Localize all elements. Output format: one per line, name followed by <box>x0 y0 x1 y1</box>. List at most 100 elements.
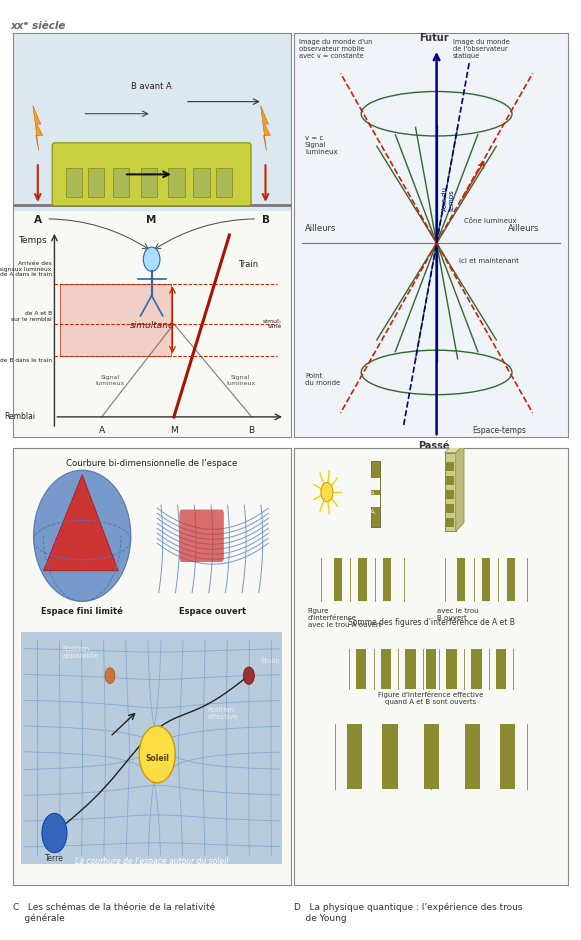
Bar <box>141 168 157 196</box>
FancyBboxPatch shape <box>180 509 224 562</box>
Bar <box>446 477 454 485</box>
Text: M: M <box>170 426 178 435</box>
Text: Temps: Temps <box>19 236 47 245</box>
Bar <box>446 650 457 689</box>
Bar <box>382 724 397 790</box>
Text: B: B <box>261 215 270 225</box>
Text: Ailleurs: Ailleurs <box>508 224 539 233</box>
Bar <box>347 724 362 790</box>
Text: Terre: Terre <box>45 854 64 864</box>
Text: Futur: Futur <box>419 33 449 43</box>
Circle shape <box>105 667 115 683</box>
Text: B avant A: B avant A <box>131 83 172 91</box>
Text: Point
du monde: Point du monde <box>305 372 340 385</box>
Polygon shape <box>456 444 464 531</box>
Text: Figure
d'interférence
avec le trou A ouvert: Figure d'interférence avec le trou A ouv… <box>308 608 381 628</box>
Text: B: B <box>249 426 254 435</box>
Text: Espace-temps: Espace-temps <box>472 426 526 435</box>
Text: A: A <box>370 509 375 515</box>
Text: Train: Train <box>238 260 258 270</box>
Text: B   Le continuum espace-temps: B Le continuum espace-temps <box>294 449 437 458</box>
Circle shape <box>139 726 175 783</box>
Ellipse shape <box>34 470 131 602</box>
Text: Remblai: Remblai <box>4 413 35 421</box>
Text: Cône lumineux: Cône lumineux <box>464 218 517 224</box>
Bar <box>446 491 454 499</box>
Bar <box>356 650 367 689</box>
Bar <box>371 478 381 490</box>
Text: Figure d'interférence effective
quand A et B sont ouverts: Figure d'interférence effective quand A … <box>378 691 484 705</box>
Bar <box>457 557 465 602</box>
Polygon shape <box>33 105 42 151</box>
Text: Position
apparente: Position apparente <box>63 646 99 659</box>
Bar <box>381 650 391 689</box>
Bar <box>60 284 171 356</box>
Bar <box>482 557 490 602</box>
Bar <box>168 168 185 196</box>
Text: A   Relativité de la simultanéité: A Relativité de la simultanéité <box>13 449 156 458</box>
Bar <box>426 650 436 689</box>
Text: Étoile: Étoile <box>260 657 279 664</box>
Bar <box>66 168 83 196</box>
Text: v = c
Signal
lumineux: v = c Signal lumineux <box>305 135 338 155</box>
Text: Ailleurs: Ailleurs <box>305 224 336 233</box>
Bar <box>333 557 342 602</box>
Text: simul-
tané: simul- tané <box>263 319 282 329</box>
Bar <box>471 650 482 689</box>
Text: C   Les schémas de la théorie de la relativité
    générale: C Les schémas de la théorie de la relati… <box>13 903 215 923</box>
Text: simultané: simultané <box>130 321 174 330</box>
Text: avec le trou
B ouvert: avec le trou B ouvert <box>436 608 478 621</box>
Text: Ici et maintenant: Ici et maintenant <box>458 258 518 264</box>
Text: Somme des figures d'interférence de A et B: Somme des figures d'interférence de A et… <box>347 618 515 627</box>
Text: La courbure de l'espace autour du soleil: La courbure de l'espace autour du soleil <box>75 857 228 866</box>
Bar <box>193 168 210 196</box>
Text: B: B <box>370 492 375 497</box>
Text: Courbure bi-dimensionnelle de l'espace: Courbure bi-dimensionnelle de l'espace <box>66 460 237 468</box>
Polygon shape <box>445 444 464 453</box>
Circle shape <box>144 247 160 272</box>
Bar <box>406 650 416 689</box>
Text: Soleil: Soleil <box>145 754 169 763</box>
Circle shape <box>321 482 333 502</box>
Text: Position
effective: Position effective <box>207 708 238 720</box>
Bar <box>216 168 232 196</box>
Bar <box>88 168 105 196</box>
Bar <box>446 505 454 513</box>
Text: A: A <box>99 426 105 435</box>
Bar <box>496 650 506 689</box>
Circle shape <box>243 667 254 684</box>
Bar <box>21 632 282 864</box>
Text: D   La physique quantique : l’expérience des trous
    de Young: D La physique quantique : l’expérience d… <box>294 903 522 923</box>
Bar <box>371 495 381 508</box>
Bar <box>445 453 456 531</box>
Polygon shape <box>261 105 270 151</box>
Text: Signal
lumineux: Signal lumineux <box>95 375 124 385</box>
Text: Espace fini limité: Espace fini limité <box>41 607 123 617</box>
Text: xxᵉ siècle: xxᵉ siècle <box>10 21 66 31</box>
Text: Arrivée des
signaux lumineux
de A dans le train: Arrivée des signaux lumineux de A dans l… <box>0 260 52 277</box>
Bar <box>465 724 480 790</box>
Text: A: A <box>34 215 42 225</box>
Text: Signal
lumineux: Signal lumineux <box>226 375 255 385</box>
Text: Passé: Passé <box>418 441 450 451</box>
Text: M: M <box>146 215 157 225</box>
Bar <box>507 557 515 602</box>
Text: Axe du
temps: Axe du temps <box>442 187 455 211</box>
Bar <box>358 557 367 602</box>
Text: Espace ouvert: Espace ouvert <box>179 607 246 617</box>
Circle shape <box>42 813 67 853</box>
Text: Image du monde d'un
observateur mobile
avec v = constante: Image du monde d'un observateur mobile a… <box>299 39 373 59</box>
Bar <box>113 168 130 196</box>
Bar <box>446 518 454 527</box>
FancyBboxPatch shape <box>52 143 251 206</box>
Bar <box>371 462 381 527</box>
Bar <box>383 557 392 602</box>
Bar <box>13 33 290 211</box>
Polygon shape <box>44 475 119 571</box>
Bar <box>500 724 515 790</box>
Text: de A et B
sur le remblai: de A et B sur le remblai <box>11 311 52 321</box>
Text: Image du monde
de l'observateur
statique: Image du monde de l'observateur statique <box>453 39 510 59</box>
Bar <box>446 462 454 471</box>
Bar <box>424 724 439 790</box>
Text: de B dans le train: de B dans le train <box>0 358 52 363</box>
